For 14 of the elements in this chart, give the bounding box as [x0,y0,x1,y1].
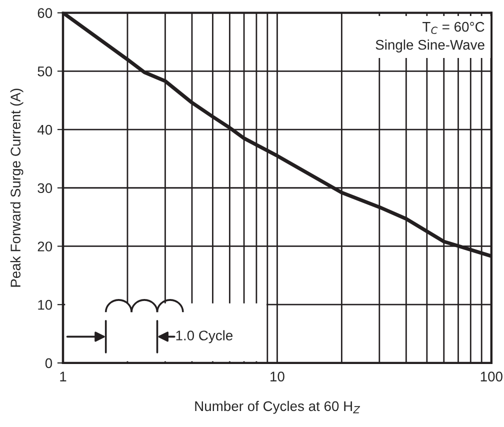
x-tick-label: 100 [480,372,502,382]
annotation: 1.0 Cycle [176,330,233,344]
y-tick-label: 10 [38,300,52,310]
y-tick-label: 20 [38,242,52,252]
y-tick-label: 50 [38,66,52,76]
x-tick-label: 10 [270,372,284,382]
y-tick-label: 40 [37,124,52,135]
y-tick-label: 0 [45,358,52,368]
annotation: T$_{C}$ = 60°C Single Sine-Wave [376,22,484,52]
y-tick-label: 30 [38,183,52,194]
y-tick-label: 60 [38,8,52,18]
x-tick-label: 1 [60,372,66,382]
x-axis-title: Number of Cycles at 60 H$_{Z}$ [195,400,360,414]
y-axis-title: Peak Forward Surge Current (A) [10,88,24,287]
